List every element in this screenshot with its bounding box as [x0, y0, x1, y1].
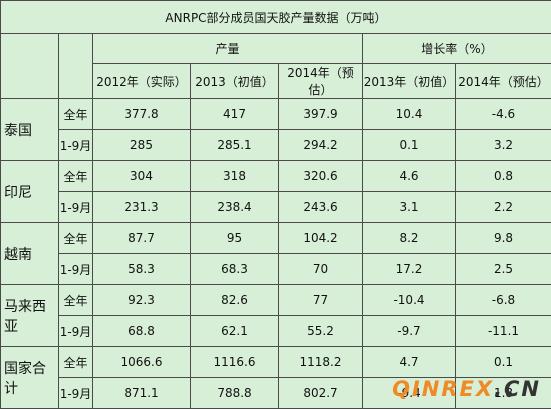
- country-cell: 印尼: [1, 161, 59, 223]
- value-cell: 9.8: [456, 223, 551, 254]
- header-group: 增长率（%）: [363, 34, 551, 64]
- value-cell: 82.6: [191, 285, 279, 316]
- column-header: 2013年（初值）: [363, 64, 456, 99]
- value-cell: 4.6: [363, 161, 456, 192]
- value-cell: -9.7: [363, 316, 456, 347]
- value-cell: 243.6: [279, 192, 363, 223]
- table-title: ANRPC部分成员国天胶产量数据（万吨）: [1, 1, 551, 34]
- value-cell: 802.7: [279, 378, 363, 409]
- period-cell: 1-9月: [59, 316, 93, 347]
- value-cell: 285.1: [191, 130, 279, 161]
- period-cell: 1-9月: [59, 130, 93, 161]
- value-cell: 77: [279, 285, 363, 316]
- value-cell: 294.2: [279, 130, 363, 161]
- period-cell: 全年: [59, 223, 93, 254]
- value-cell: 238.4: [191, 192, 279, 223]
- value-cell: 70: [279, 254, 363, 285]
- value-cell: 285: [93, 130, 191, 161]
- value-cell: 3.2: [456, 130, 551, 161]
- value-cell: 377.8: [93, 99, 191, 130]
- watermark-suffix: .CN: [494, 377, 541, 401]
- value-cell: 397.9: [279, 99, 363, 130]
- country-cell: 泰国: [1, 99, 59, 161]
- value-cell: -10.4: [363, 285, 456, 316]
- value-cell: -4.6: [456, 99, 551, 130]
- value-cell: 0.8: [456, 161, 551, 192]
- column-header: 2013（初值）: [191, 64, 279, 99]
- value-cell: 8.2: [363, 223, 456, 254]
- watermark-brand: QINREX: [392, 377, 494, 401]
- value-cell: 4.7: [363, 347, 456, 378]
- country-cell: 马来西亚: [1, 285, 59, 347]
- value-cell: 871.1: [93, 378, 191, 409]
- value-cell: -6.8: [456, 285, 551, 316]
- period-cell: 1-9月: [59, 254, 93, 285]
- value-cell: 3.1: [363, 192, 456, 223]
- watermark: QINREX.CN: [392, 377, 541, 401]
- period-cell: 全年: [59, 285, 93, 316]
- period-cell: 1-9月: [59, 192, 93, 223]
- value-cell: 1066.6: [93, 347, 191, 378]
- value-cell: 2.5: [456, 254, 551, 285]
- value-cell: 417: [191, 99, 279, 130]
- value-cell: 1116.6: [191, 347, 279, 378]
- value-cell: 10.4: [363, 99, 456, 130]
- value-cell: 231.3: [93, 192, 191, 223]
- value-cell: 92.3: [93, 285, 191, 316]
- value-cell: 62.1: [191, 316, 279, 347]
- period-cell: 1-9月: [59, 378, 93, 409]
- value-cell: 0.1: [456, 347, 551, 378]
- value-cell: 104.2: [279, 223, 363, 254]
- period-cell: 全年: [59, 161, 93, 192]
- country-cell: 越南: [1, 223, 59, 285]
- period-cell: 全年: [59, 347, 93, 378]
- value-cell: 1118.2: [279, 347, 363, 378]
- value-cell: 320.6: [279, 161, 363, 192]
- value-cell: 2.2: [456, 192, 551, 223]
- value-cell: 87.7: [93, 223, 191, 254]
- title-row: ANRPC部分成员国天胶产量数据（万吨）: [1, 1, 551, 34]
- corner-cell: [1, 34, 59, 99]
- period-cell: 全年: [59, 99, 93, 130]
- column-header: 2014年（预估）: [456, 64, 551, 99]
- country-cell: 国家合计: [1, 347, 59, 409]
- value-cell: 58.3: [93, 254, 191, 285]
- value-cell: 68.3: [191, 254, 279, 285]
- value-cell: -11.1: [456, 316, 551, 347]
- column-header: 2012年（实际）: [93, 64, 191, 99]
- value-cell: 17.2: [363, 254, 456, 285]
- value-cell: 95: [191, 223, 279, 254]
- value-cell: 304: [93, 161, 191, 192]
- value-cell: 0.1: [363, 130, 456, 161]
- column-header: 2014年（预估）: [279, 64, 363, 99]
- value-cell: 318: [191, 161, 279, 192]
- value-cell: 788.8: [191, 378, 279, 409]
- corner-cell: [59, 34, 93, 99]
- value-cell: 55.2: [279, 316, 363, 347]
- header-row: 产量 增长率（%）: [1, 34, 551, 64]
- value-cell: 68.8: [93, 316, 191, 347]
- header-group: 产量: [93, 34, 363, 64]
